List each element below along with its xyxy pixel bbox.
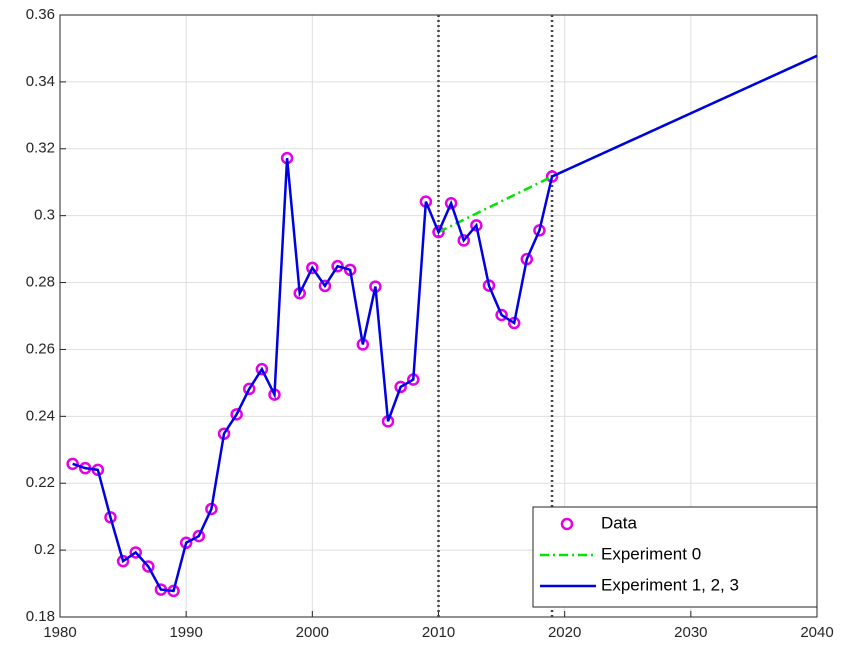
y-tick-label: 0.18 [26,608,55,625]
legend: Data Experiment 0 Experiment 1, 2, 3 [532,506,818,608]
data-point [66,457,79,471]
data-point [230,408,243,421]
y-tick-label: 0.22 [26,474,55,491]
data-point [331,259,344,273]
data-point [104,511,117,524]
legend-label: Experiment 1, 2, 3 [601,575,739,594]
data-point [495,308,508,322]
x-tick-label: 2000 [296,624,329,641]
data-point [129,546,142,559]
y-tick-label: 0.32 [26,140,55,157]
data-point [432,225,445,239]
data-point [179,536,193,550]
x-tick-label: 2040 [800,624,833,641]
y-tick-label: 0.24 [26,407,55,424]
series-line [437,54,818,234]
series-line [72,54,818,593]
y-tick-label: 0.34 [26,73,55,90]
y-tick-label: 0.2 [34,541,55,558]
y-tick-label: 0.3 [34,207,55,224]
data-point [394,380,407,394]
data-point [255,362,269,376]
x-tick-label: 2020 [548,624,581,641]
legend-label: Data [601,513,637,532]
legend-marker [560,517,574,531]
data-point [444,197,458,210]
y-tick-label: 0.26 [26,340,55,357]
x-tick-label: 2010 [422,624,455,641]
data-point [116,554,130,568]
x-tick-label: 2030 [674,624,707,641]
x-tick-label: 1990 [169,624,202,641]
legend-label: Experiment 0 [601,544,701,563]
y-tick-label: 0.36 [26,6,55,23]
data-point [192,529,206,543]
data-point [142,560,155,573]
data-point [318,279,332,293]
y-tick-label: 0.28 [26,274,55,291]
legend-box [532,506,818,608]
data-point [306,261,319,275]
x-tick-label: 1980 [43,624,76,641]
data-point [243,382,256,396]
data-point [457,234,470,247]
